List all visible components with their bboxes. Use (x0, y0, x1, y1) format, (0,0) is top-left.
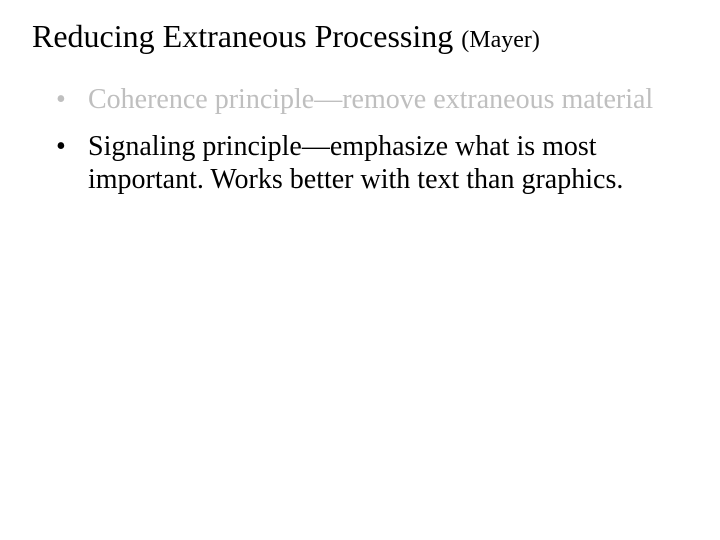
bullet-text: Signaling principle—emphasize what is mo… (88, 131, 623, 195)
title-main: Reducing Extraneous Processing (32, 18, 461, 54)
slide-title: Reducing Extraneous Processing (Mayer) (32, 18, 688, 55)
bullet-text: Coherence principle—remove extraneous ma… (88, 84, 653, 115)
title-sub: (Mayer) (461, 27, 540, 53)
bullet-list: Coherence principle—remove extraneous ma… (32, 83, 688, 196)
list-item: Signaling principle—emphasize what is mo… (70, 130, 688, 196)
list-item: Coherence principle—remove extraneous ma… (70, 83, 688, 116)
